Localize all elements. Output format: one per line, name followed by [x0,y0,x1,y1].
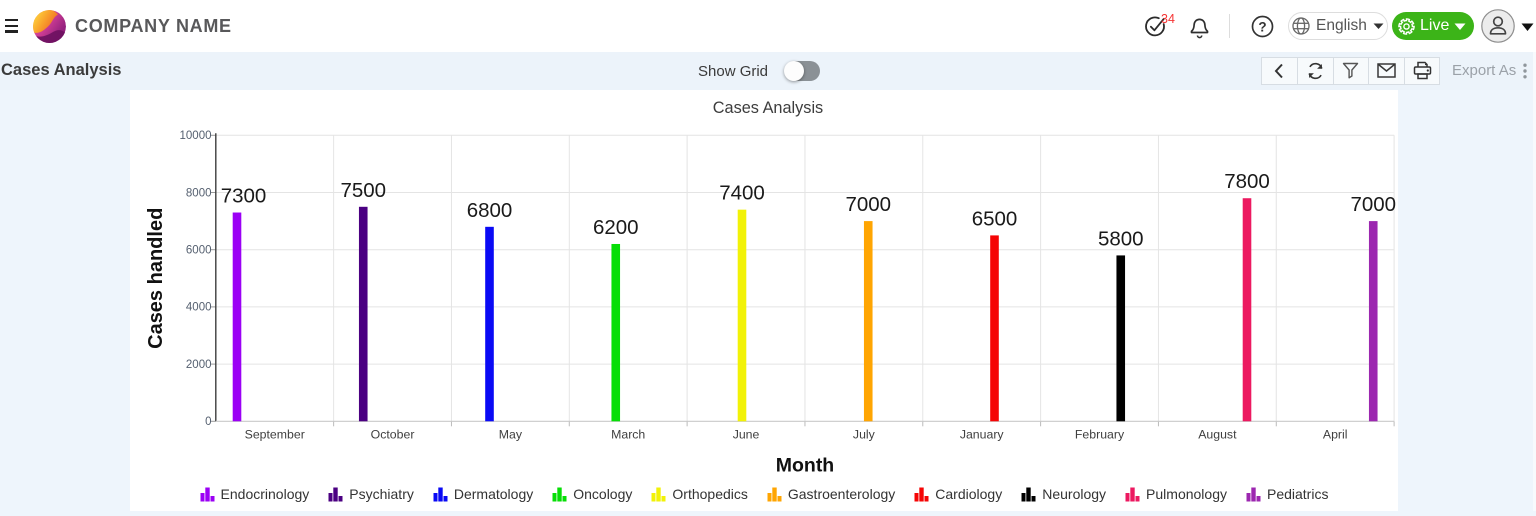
svg-text:34: 34 [1161,12,1175,26]
svg-text:7800: 7800 [1224,170,1270,193]
svg-text:July: July [853,428,876,442]
svg-text:7000: 7000 [1350,193,1396,216]
svg-text:Month: Month [776,455,834,477]
svg-text:6200: 6200 [593,216,639,239]
svg-text:2000: 2000 [186,359,212,371]
svg-text:8000: 8000 [186,187,212,199]
svg-text:10000: 10000 [180,130,212,142]
svg-text:May: May [499,428,523,442]
svg-text:March: March [611,428,645,442]
svg-text:Cases Analysis: Cases Analysis [713,99,823,117]
svg-text:7000: 7000 [845,193,891,216]
svg-text:October: October [371,428,415,442]
svg-text:4000: 4000 [186,302,212,314]
svg-text:August: August [1198,428,1237,442]
svg-text:6800: 6800 [467,199,513,222]
svg-text:6000: 6000 [186,245,212,257]
svg-text:7400: 7400 [719,182,765,205]
svg-text:April: April [1323,428,1348,442]
svg-text:February: February [1075,428,1125,442]
svg-text:7300: 7300 [221,185,267,208]
svg-text:September: September [245,428,305,442]
svg-text:0: 0 [205,416,211,428]
svg-text:6500: 6500 [972,207,1018,230]
svg-text:?: ? [1258,19,1266,34]
svg-text:Cases handled: Cases handled [145,208,167,349]
svg-text:January: January [960,428,1005,442]
svg-text:5800: 5800 [1098,227,1144,250]
svg-text:June: June [733,428,760,442]
svg-text:7500: 7500 [340,179,386,202]
